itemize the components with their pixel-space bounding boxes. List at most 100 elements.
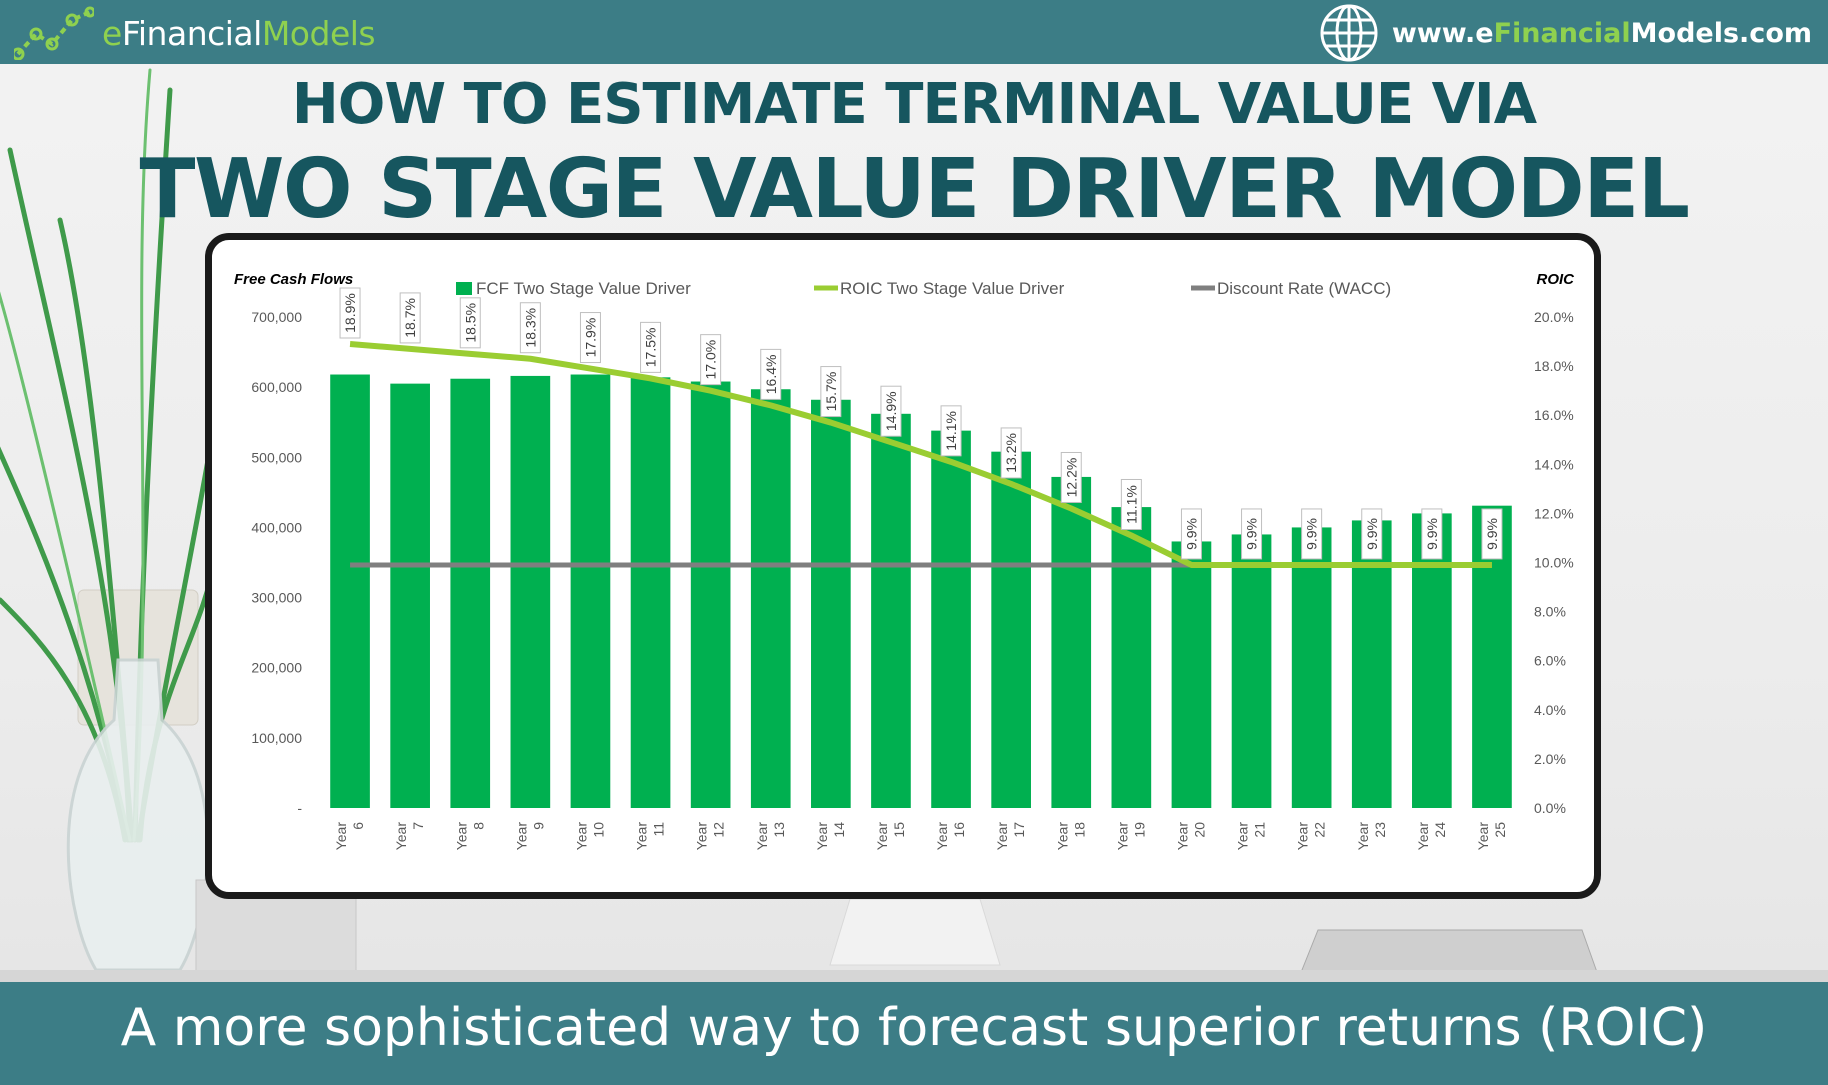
website-link[interactable]: www.eFinancialModels.com — [1318, 4, 1812, 62]
y2-tick-label: 12.0% — [1534, 505, 1574, 521]
roic-label-box — [399, 292, 421, 344]
roic-label-text: 16.4% — [763, 355, 779, 395]
fcf-bar — [450, 378, 491, 808]
y-tick-label: 100,000 — [251, 730, 302, 746]
fcf-bar — [1291, 527, 1332, 808]
x-tick-word: 10 — [590, 822, 606, 838]
roic-label-box — [1301, 508, 1323, 560]
roic-data-label: 9.9% — [1481, 508, 1503, 560]
roic-data-label: 11.1% — [1120, 478, 1142, 530]
y-tick-label: - — [297, 800, 302, 816]
y2-tick-label: 18.0% — [1534, 358, 1574, 374]
y-tick-label: 300,000 — [251, 590, 302, 606]
data-labels: 18.9% 18.7% 18.5% 18.3% 17.9% 17.5% 17.0% 16.4%… — [339, 287, 1503, 560]
brand-logo[interactable]: eFinancialModels — [14, 4, 376, 62]
x-tick-word: Year — [1174, 822, 1190, 851]
x-tick-word: 21 — [1252, 822, 1268, 838]
roic-label-text: 12.2% — [1063, 458, 1079, 498]
fcf-bar — [811, 399, 851, 808]
roic-label-text: 15.7% — [823, 372, 839, 412]
legend-label: FCF Two Stage Value Driver — [476, 279, 691, 298]
x-tick-word: Year — [934, 822, 950, 851]
roic-data-label: 17.9% — [579, 312, 601, 364]
y-tick-label: 400,000 — [251, 519, 302, 535]
roic-data-label: 13.2% — [1000, 427, 1022, 479]
fcf-bar — [1171, 541, 1212, 808]
roic-data-label: 9.9% — [1361, 508, 1383, 560]
chart-axes: Free Cash Flows ROIC - 100,000 200,000 300,00… — [234, 271, 1575, 850]
roic-label-box — [940, 405, 962, 457]
x-tick-word: 16 — [951, 822, 967, 838]
logo-wordmark: eFinancialModels — [102, 13, 376, 53]
x-tick-word: Year — [1295, 822, 1311, 851]
roic-label-box — [1481, 508, 1503, 560]
x-tick-word: 15 — [891, 822, 907, 838]
right-axis-title: ROIC — [1537, 271, 1576, 288]
roic-label-box — [459, 297, 481, 349]
y2-tick-label: 2.0% — [1534, 751, 1566, 767]
y2-tick-label: 14.0% — [1534, 456, 1574, 472]
roic-label-text: 13.2% — [1003, 433, 1019, 473]
legend-label: ROIC Two Stage Value Driver — [840, 279, 1065, 298]
roic-data-label: 14.9% — [880, 385, 902, 437]
roic-label-box — [339, 287, 361, 339]
roic-label-text: 9.9% — [1183, 518, 1199, 550]
roic-label-box — [1060, 451, 1082, 503]
x-tick-word: Year — [1475, 822, 1491, 851]
x-tick-word: 7 — [410, 822, 426, 830]
roic-label-text: 18.9% — [342, 293, 358, 333]
roic-label-text: 9.9% — [1304, 518, 1320, 550]
fcf-bar — [1231, 534, 1272, 808]
x-tick-label: Year 12 — [694, 822, 727, 851]
x-tick-word: Year — [1235, 822, 1251, 851]
roic-label-box — [700, 334, 722, 386]
x-tick-label: Year 8 — [453, 822, 486, 851]
fcf-bar — [991, 451, 1031, 808]
roic-label-box — [1120, 478, 1142, 530]
roic-line — [349, 341, 1492, 568]
roic-label-box — [579, 312, 601, 364]
roic-label-text: 18.3% — [522, 308, 538, 348]
roic-data-label: 16.4% — [760, 348, 782, 400]
website-url: www.eFinancialModels.com — [1391, 17, 1812, 49]
roic-label-text: 14.9% — [883, 391, 899, 431]
y2-tick-label: 4.0% — [1534, 702, 1566, 718]
x-tick-label: Year 16 — [934, 822, 967, 851]
roic-label-text: 17.0% — [703, 340, 719, 380]
y-tick-label: 500,000 — [251, 449, 302, 465]
x-tick-word: Year — [573, 822, 589, 851]
fcf-bar — [750, 389, 791, 808]
y-tick-label: 700,000 — [251, 309, 302, 325]
fcf-bar — [570, 374, 611, 808]
roic-data-label: 15.7% — [820, 366, 842, 418]
bar-series — [330, 374, 1512, 808]
fcf-bar — [931, 430, 971, 808]
fcf-bar — [630, 377, 671, 808]
bottom-banner — [0, 982, 1828, 1085]
x-tick-word: 22 — [1312, 822, 1328, 838]
page-title-line-1: HOW TO ESTIMATE TERMINAL VALUE VIA — [291, 72, 1537, 137]
x-tick-label: Year 24 — [1415, 822, 1448, 851]
x-tick-label: Year 9 — [513, 822, 546, 851]
legend-label: Discount Rate (WACC) — [1217, 279, 1391, 298]
roic-label-text: 9.9% — [1424, 518, 1440, 550]
roic-data-label: 9.9% — [1180, 508, 1202, 560]
roic-label-text: 18.7% — [402, 298, 418, 338]
x-tick-label: Year 14 — [814, 822, 847, 851]
x-tick-label: Year 21 — [1235, 822, 1268, 851]
roic-label-text: 17.9% — [582, 318, 598, 358]
x-tick-word: Year — [1054, 822, 1070, 851]
legend-swatch-bar — [456, 282, 472, 295]
x-tick-label: Year 20 — [1174, 822, 1207, 851]
x-tick-label: Year 10 — [573, 822, 606, 851]
fcf-bar — [690, 381, 731, 808]
x-tick-word: 12 — [711, 822, 727, 838]
x-tick-word: Year — [754, 822, 770, 851]
roic-data-label: 9.9% — [1301, 508, 1323, 560]
x-tick-word: 24 — [1432, 822, 1448, 838]
y2-tick-label: 8.0% — [1534, 604, 1566, 620]
x-tick-word: 23 — [1372, 822, 1388, 838]
x-tick-word: 9 — [530, 822, 546, 830]
roic-label-box — [519, 302, 541, 354]
